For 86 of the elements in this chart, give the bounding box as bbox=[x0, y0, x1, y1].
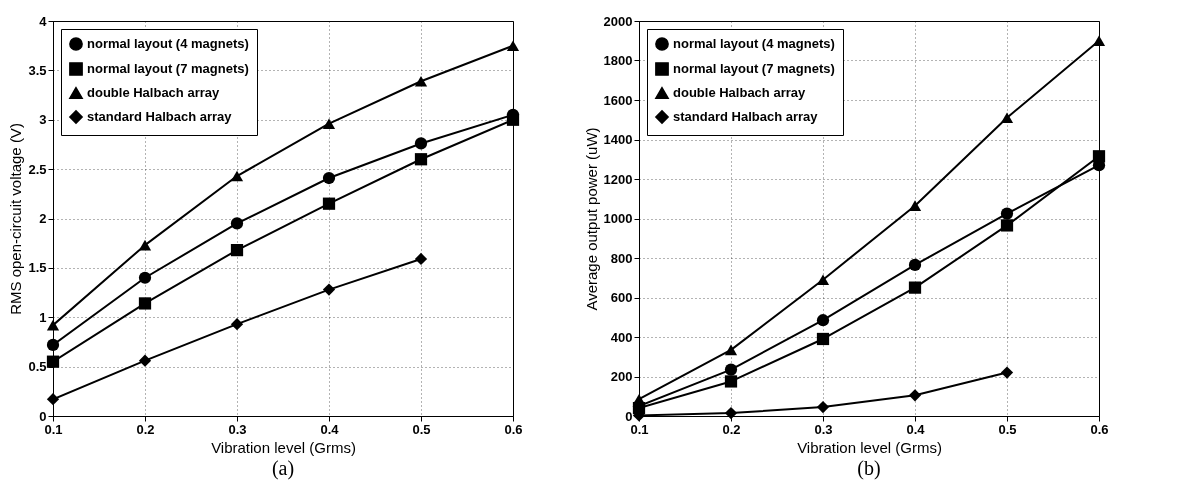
point bbox=[322, 197, 336, 210]
y-tick-label: 2 bbox=[39, 211, 47, 226]
point bbox=[1092, 150, 1106, 163]
y-tick-label: 400 bbox=[610, 329, 633, 345]
text: (a) bbox=[271, 457, 295, 480]
point bbox=[724, 406, 738, 420]
point bbox=[724, 344, 738, 356]
x-tick-label: 0.5 bbox=[998, 421, 1017, 437]
point bbox=[724, 363, 738, 376]
point bbox=[1000, 112, 1014, 124]
point bbox=[138, 354, 152, 367]
point bbox=[816, 274, 830, 286]
y-tick-label: 200 bbox=[610, 369, 633, 384]
point bbox=[230, 318, 244, 331]
x-tick-label: 0.3 bbox=[814, 421, 833, 437]
point bbox=[46, 393, 60, 406]
y-tick-label: 1.5 bbox=[28, 260, 47, 276]
x-tick-label: 0.2 bbox=[136, 421, 155, 437]
y-axis-title: RMS open-circuit voltage (V) bbox=[7, 123, 25, 315]
legend-label: double Halbach array bbox=[673, 85, 806, 100]
point bbox=[1000, 219, 1014, 232]
point bbox=[230, 217, 244, 230]
y-tick-label: 2000 bbox=[603, 13, 633, 29]
y-tick-label: 800 bbox=[610, 250, 633, 266]
x-tick-label: 0.3 bbox=[228, 421, 247, 437]
point bbox=[816, 400, 830, 414]
y-tick-label: 4 bbox=[39, 13, 48, 29]
point bbox=[138, 271, 152, 284]
point bbox=[506, 113, 520, 126]
point bbox=[908, 281, 922, 294]
point bbox=[1000, 207, 1014, 220]
point bbox=[908, 389, 922, 402]
point bbox=[322, 118, 336, 129]
point bbox=[230, 243, 244, 257]
point bbox=[322, 283, 336, 296]
point bbox=[1092, 35, 1106, 47]
y-tick-label: 1600 bbox=[603, 92, 633, 108]
point bbox=[724, 375, 738, 388]
point bbox=[322, 171, 336, 185]
legend-label: normal layout (4 magnets) bbox=[87, 36, 249, 51]
x-tick-label: 0.4 bbox=[906, 421, 926, 437]
x-tick-label: 0.1 bbox=[630, 421, 649, 437]
y-tick-label: 0 bbox=[39, 408, 47, 424]
x-tick-label: 0.6 bbox=[504, 421, 523, 437]
y-tick-label: 0.5 bbox=[28, 359, 47, 375]
point bbox=[46, 338, 60, 352]
legend-label: normal layout (7 magnets) bbox=[673, 61, 835, 76]
x-tick-label: 0.5 bbox=[412, 421, 431, 437]
y-tick-label: 1 bbox=[39, 309, 47, 325]
point bbox=[138, 297, 152, 310]
point bbox=[816, 314, 830, 327]
legend-label: standard Halbach array bbox=[673, 109, 819, 124]
legend-label: standard Halbach array bbox=[87, 109, 233, 124]
point bbox=[414, 252, 428, 266]
legend-label: double Halbach array bbox=[87, 85, 220, 100]
legend-label: normal layout (4 magnets) bbox=[673, 36, 835, 51]
x-tick-label: 0.1 bbox=[44, 421, 63, 437]
y-tick-label: 2.5 bbox=[28, 161, 47, 177]
y-tick-label: 0 bbox=[625, 408, 633, 424]
y-tick-label: 1400 bbox=[603, 132, 633, 147]
x-tick-label: 0.4 bbox=[320, 421, 340, 437]
y-tick-label: 1200 bbox=[603, 171, 633, 187]
point bbox=[46, 319, 60, 331]
point bbox=[506, 40, 520, 51]
point bbox=[1000, 366, 1014, 379]
point bbox=[138, 239, 152, 251]
text: (b) bbox=[857, 457, 881, 480]
y-tick-label: 1000 bbox=[603, 211, 633, 226]
y-tick-label: 3 bbox=[39, 112, 47, 128]
x-tick-label: 0.6 bbox=[1090, 421, 1109, 437]
y-tick-label: 600 bbox=[610, 290, 633, 305]
point bbox=[816, 332, 830, 346]
x-axis-title: Vibration level (Grms) bbox=[797, 438, 942, 456]
point bbox=[230, 170, 244, 182]
legend-label: normal layout (7 magnets) bbox=[87, 61, 249, 76]
point bbox=[414, 153, 428, 166]
point bbox=[908, 200, 922, 211]
y-tick-label: 1800 bbox=[603, 53, 633, 68]
point bbox=[414, 75, 428, 87]
point bbox=[908, 258, 922, 272]
x-tick-label: 0.2 bbox=[722, 421, 741, 437]
y-axis-title: Average output power (uW) bbox=[582, 127, 600, 311]
point bbox=[414, 137, 428, 150]
x-axis-title: Vibration level (Grms) bbox=[211, 438, 356, 456]
point bbox=[46, 355, 60, 368]
y-tick-label: 3.5 bbox=[28, 62, 47, 78]
